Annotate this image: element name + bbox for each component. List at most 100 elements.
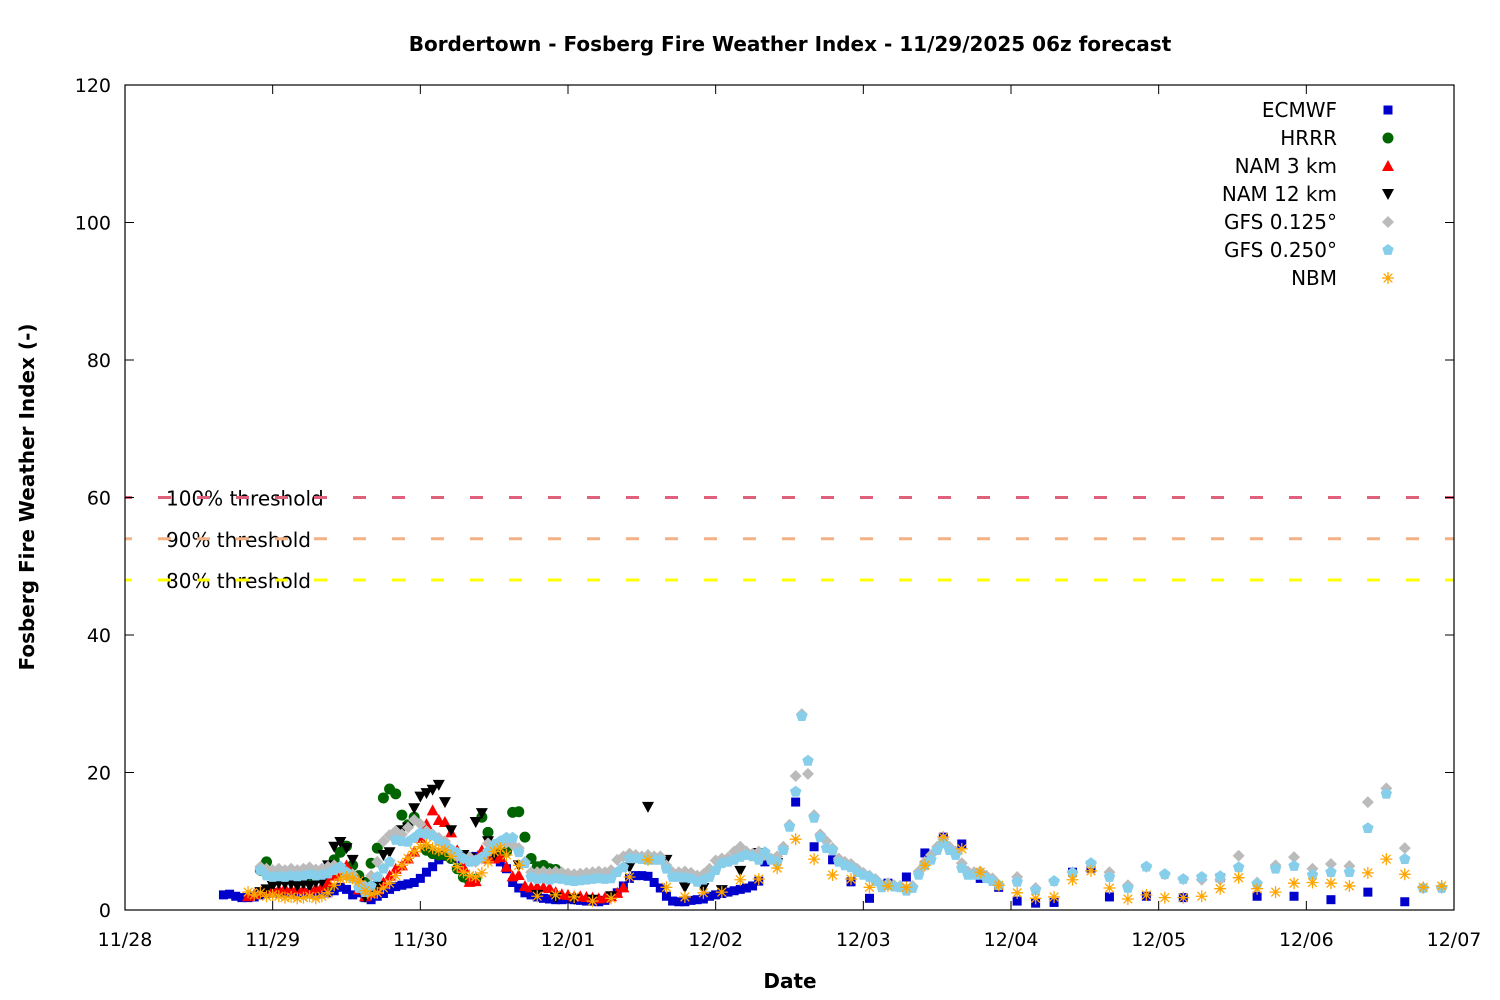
- data-point: [1048, 890, 1061, 903]
- data-point: [342, 884, 351, 894]
- data-point: [955, 842, 968, 855]
- data-point: [475, 866, 488, 879]
- data-point: [826, 844, 839, 855]
- data-point: [808, 811, 820, 823]
- data-point: [660, 881, 673, 894]
- data-point: [697, 886, 710, 899]
- data-point: [513, 846, 525, 858]
- data-point: [426, 842, 439, 855]
- data-point: [457, 866, 470, 879]
- data-point: [272, 890, 285, 903]
- data-point: [469, 871, 482, 883]
- data-point: [900, 881, 913, 894]
- data-point: [1066, 866, 1079, 878]
- data-point: [1084, 864, 1097, 877]
- data-point: [771, 855, 783, 867]
- data-point: [1289, 891, 1299, 901]
- data-point: [408, 803, 421, 815]
- data-point: [1399, 853, 1411, 864]
- data-point: [741, 883, 751, 893]
- data-point: [285, 890, 298, 903]
- data-point: [760, 857, 770, 867]
- data-point: [266, 880, 279, 892]
- data-points: [218, 708, 1448, 908]
- data-point: [328, 841, 341, 853]
- data-point: [863, 881, 876, 894]
- data-point: [1306, 868, 1319, 880]
- data-point: [397, 880, 407, 890]
- x-tick-label: 11/28: [98, 929, 153, 951]
- data-point: [796, 710, 808, 721]
- data-point: [789, 769, 802, 782]
- data-point: [1140, 888, 1153, 901]
- data-point: [420, 788, 433, 800]
- x-tick-label: 12/03: [836, 929, 891, 951]
- data-point: [649, 878, 659, 887]
- data-point: [1343, 879, 1356, 892]
- data-point: [1252, 891, 1262, 901]
- data-point: [802, 754, 814, 766]
- legend-label: NBM: [1291, 266, 1337, 290]
- data-point: [421, 867, 431, 877]
- data-point: [409, 878, 419, 887]
- data-point: [809, 842, 819, 852]
- data-point: [637, 871, 647, 881]
- data-point: [617, 881, 630, 893]
- data-point: [814, 831, 826, 842]
- data-point: [605, 892, 618, 905]
- data-point: [1195, 890, 1208, 903]
- data-point: [395, 859, 408, 872]
- series-ecmwf: [218, 797, 1410, 908]
- data-point: [992, 879, 1005, 892]
- data-point: [771, 862, 784, 875]
- data-point: [661, 891, 671, 901]
- x-tick-label: 12/01: [541, 929, 596, 951]
- data-point: [1158, 891, 1171, 904]
- data-point: [432, 779, 445, 791]
- data-point: [218, 890, 228, 900]
- x-tick-label: 11/29: [245, 929, 300, 951]
- data-point: [1362, 822, 1374, 833]
- data-point: [1398, 842, 1411, 855]
- data-point: [678, 890, 691, 903]
- data-point: [752, 873, 765, 886]
- x-tick-label: 12/05: [1131, 929, 1186, 951]
- y-axis-title: Fosberg Fire Weather Index (-): [15, 323, 39, 670]
- data-point: [225, 889, 235, 899]
- data-point: [641, 853, 654, 866]
- data-point: [1251, 882, 1264, 895]
- data-point: [1288, 851, 1301, 864]
- data-point: [377, 792, 389, 804]
- legend-marker-icon: [1382, 160, 1394, 171]
- data-point: [1029, 884, 1042, 895]
- data-point: [414, 818, 427, 831]
- data-point: [377, 835, 390, 848]
- data-point: [956, 862, 968, 873]
- data-point: [623, 871, 636, 883]
- data-point: [705, 891, 715, 901]
- data-point: [1140, 860, 1153, 872]
- data-point: [383, 877, 396, 890]
- data-point: [918, 859, 931, 872]
- data-point: [445, 850, 458, 863]
- data-point: [668, 896, 678, 906]
- data-point: [463, 869, 476, 882]
- data-point: [520, 888, 530, 898]
- data-point: [414, 840, 427, 853]
- data-point: [735, 884, 745, 894]
- y-tick-label: 100: [75, 213, 111, 235]
- data-point: [1269, 862, 1282, 874]
- data-point: [1380, 853, 1393, 866]
- data-point: [1011, 875, 1023, 887]
- data-point: [711, 890, 721, 900]
- data-point: [845, 873, 858, 886]
- y-tick-label: 20: [87, 763, 111, 785]
- data-point: [254, 886, 267, 899]
- data-point: [1066, 873, 1079, 886]
- data-point: [937, 831, 950, 844]
- data-point: [340, 871, 353, 883]
- data-point: [438, 816, 451, 827]
- data-point: [402, 821, 415, 834]
- data-point: [1159, 868, 1171, 880]
- data-point: [1288, 877, 1301, 890]
